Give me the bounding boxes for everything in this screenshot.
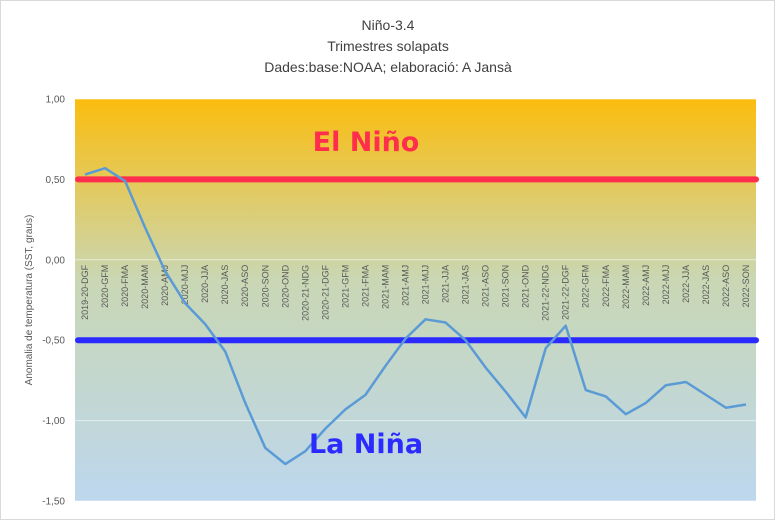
x-tick-label: 2022-JAS [701, 265, 711, 305]
y-axis-ticks: 1,00 0,50 0,00 -0,50 -1,00 -1,50 [42, 95, 65, 508]
el-nino-label: El Niño [313, 127, 420, 158]
x-tick-label: 2020-GFM [100, 265, 110, 308]
y-tick-label: 1,00 [46, 95, 66, 106]
x-tick-label: 2021-ASO [481, 265, 491, 307]
x-tick-label: 2020-MAM [140, 265, 150, 309]
x-tick-label: 2021-JJA [441, 265, 451, 303]
chart-title: Niño-3.4 Trimestres solapats Dades:base:NO… [264, 17, 512, 75]
x-tick-label: 2022-GFM [581, 265, 591, 308]
y-axis-title: Anomalia de temperatura (SST, graus) [24, 215, 35, 386]
title-line-0: Niño-3.4 [362, 17, 415, 33]
x-tick-label: 2022-JJA [681, 265, 691, 303]
x-tick-label: 2020-21-NDG [300, 265, 310, 321]
x-tick-label: 2021-FMA [360, 265, 370, 307]
x-tick-label: 2021-SON [501, 265, 511, 308]
x-tick-label: 2020-FMA [120, 265, 130, 307]
x-tick-label: 2020-21-DGF [320, 264, 330, 320]
x-tick-label: 2021-AMJ [400, 265, 410, 306]
x-tick-label: 2021-MJJ [421, 265, 431, 305]
x-tick-label: 2022-SON [741, 265, 751, 308]
y-tick-label: -1,00 [42, 416, 65, 427]
x-tick-label: 2020-OND [280, 264, 290, 308]
x-tick-label: 2021-JAS [461, 265, 471, 305]
y-tick-label: 0,50 [46, 175, 66, 186]
x-tick-label: 2021-GFM [340, 265, 350, 308]
x-tick-label: 2022-FMA [601, 265, 611, 307]
y-tick-label: 0,00 [46, 255, 66, 266]
y-tick-label: -1,50 [42, 497, 65, 508]
x-tick-label: 2022-ASO [721, 265, 731, 307]
title-line-1: Trimestres solapats [327, 38, 449, 54]
x-tick-label: 2021-22-NDG [541, 265, 551, 321]
y-tick-label: -0,50 [42, 336, 65, 347]
x-tick-label: 2020-ASO [240, 265, 250, 307]
x-tick-label: 2020-SON [260, 265, 270, 308]
x-tick-label: 2019-20-DGF [80, 264, 90, 320]
la-nina-label: La Niña [309, 429, 423, 460]
x-tick-label: 2021-MAM [380, 265, 390, 309]
x-tick-label: 2022-MAM [621, 265, 631, 309]
x-tick-label: 2020-JJA [200, 265, 210, 303]
x-tick-label: 2022-MJJ [661, 265, 671, 305]
title-line-2: Dades:base:NOAA; elaboració: A Jansà [264, 59, 512, 75]
x-tick-label: 2022-AMJ [641, 265, 651, 306]
x-tick-label: 2020-JAS [220, 265, 230, 305]
x-tick-label: 2021-OND [521, 264, 531, 308]
x-tick-label: 2021-22-DGF [561, 264, 571, 320]
y-axis-label: Anomalia de temperatura (SST, graus) [24, 215, 35, 386]
